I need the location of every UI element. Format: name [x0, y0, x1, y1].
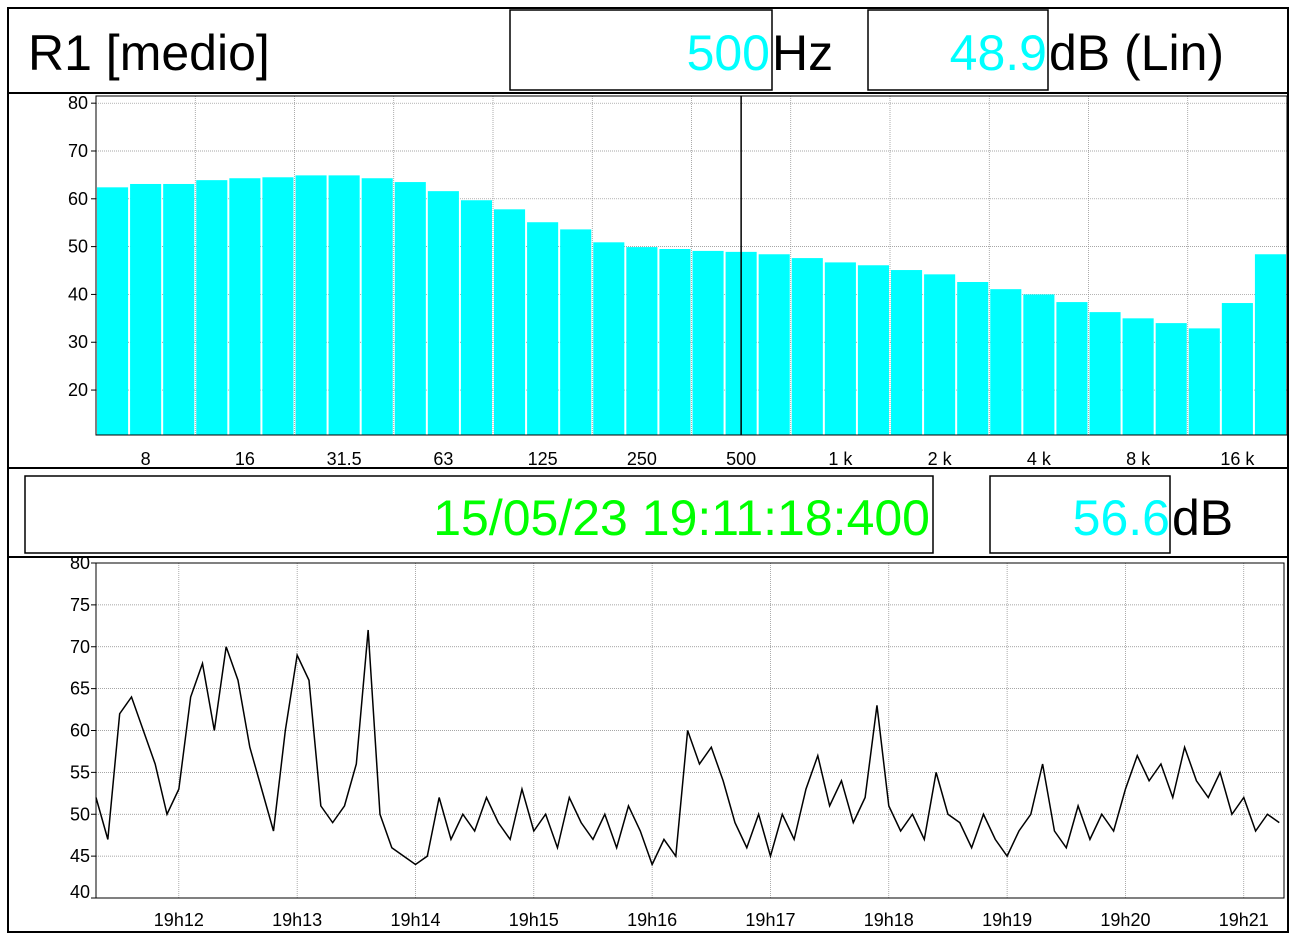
bar	[361, 178, 393, 435]
bar	[1188, 328, 1220, 435]
x-tick-label: 16 k	[1220, 449, 1255, 469]
bar	[990, 289, 1022, 435]
bar	[659, 249, 691, 435]
frequency-box	[509, 9, 773, 91]
bar	[857, 265, 889, 435]
cursor-level-unit: dB	[1172, 490, 1233, 546]
plot-frame	[95, 95, 1288, 436]
timestamp-box	[24, 475, 934, 554]
bar	[527, 222, 559, 435]
x-tick-label: 2 k	[928, 449, 953, 469]
bar	[460, 200, 492, 435]
x-tick-label: 19h20	[1100, 910, 1150, 930]
y-tick-label: 60	[70, 721, 90, 741]
bar	[824, 262, 856, 435]
y-tick-label: 40	[68, 284, 88, 304]
x-tick-label: 500	[726, 449, 756, 469]
x-tick-label: 4 k	[1027, 449, 1052, 469]
x-tick-label: 19h21	[1219, 910, 1269, 930]
x-tick-label: 31.5	[327, 449, 362, 469]
bar	[262, 177, 294, 435]
y-tick-label: 40	[70, 882, 90, 902]
x-tick-label: 19h14	[390, 910, 440, 930]
bar	[560, 229, 592, 435]
x-tick-label: 8	[141, 449, 151, 469]
bar	[1254, 254, 1286, 435]
bar	[1122, 318, 1154, 435]
bar	[626, 247, 658, 435]
level-box	[867, 9, 1049, 91]
bar	[328, 175, 360, 435]
bar	[692, 250, 724, 435]
y-tick-label: 30	[68, 332, 88, 352]
bar	[1023, 294, 1055, 435]
bar	[97, 187, 129, 435]
y-tick-label: 80	[70, 553, 90, 573]
bar	[924, 274, 956, 435]
x-tick-label: 19h13	[272, 910, 322, 930]
bar	[758, 254, 790, 435]
y-tick-label: 70	[70, 637, 90, 657]
y-tick-label: 80	[68, 93, 88, 113]
x-tick-label: 19h17	[745, 910, 795, 930]
y-tick-label: 50	[68, 237, 88, 257]
bar	[295, 175, 327, 435]
y-tick-label: 65	[70, 679, 90, 699]
x-tick-label: 19h18	[864, 910, 914, 930]
y-tick-label: 55	[70, 762, 90, 782]
x-tick-label: 125	[528, 449, 558, 469]
x-tick-label: 19h16	[627, 910, 677, 930]
x-tick-label: 16	[235, 449, 255, 469]
level: 48.9	[950, 25, 1047, 81]
x-tick-label: 19h12	[154, 910, 204, 930]
bar	[163, 183, 195, 435]
bar	[1089, 312, 1121, 435]
frequency-unit: Hz	[772, 25, 833, 81]
bar	[791, 258, 823, 435]
plot-frame	[95, 562, 1285, 899]
x-tick-label: 19h15	[509, 910, 559, 930]
y-tick-label: 45	[70, 846, 90, 866]
x-tick-label: 1 k	[828, 449, 853, 469]
bar	[229, 178, 261, 435]
y-tick-label: 60	[68, 189, 88, 209]
y-tick-label: 50	[70, 804, 90, 824]
level-line	[95, 629, 1280, 867]
bar	[196, 180, 228, 435]
bar	[494, 209, 526, 435]
level-unit: dB (Lin)	[1049, 25, 1224, 81]
y-tick-label: 75	[70, 595, 90, 615]
channel: R1 [medio]	[28, 25, 270, 81]
bar	[394, 182, 426, 435]
frequency: 500	[687, 25, 770, 81]
frame	[7, 7, 1289, 933]
cursor-level: 56.6	[1073, 490, 1170, 546]
timestamp: 15/05/23 19:11:18:400	[433, 490, 930, 546]
x-tick-label: 63	[433, 449, 453, 469]
cursor-level-box	[989, 475, 1171, 554]
x-tick-label: 8 k	[1126, 449, 1151, 469]
bar	[1155, 323, 1187, 435]
bar	[957, 281, 989, 435]
bar	[593, 242, 625, 435]
x-tick-label: 19h19	[982, 910, 1032, 930]
bar	[427, 191, 459, 435]
bar	[1056, 302, 1088, 435]
bar	[891, 270, 923, 435]
x-tick-label: 250	[627, 449, 657, 469]
y-tick-label: 20	[68, 380, 88, 400]
bar	[1221, 303, 1253, 435]
y-tick-label: 70	[68, 141, 88, 161]
bar	[130, 183, 162, 435]
